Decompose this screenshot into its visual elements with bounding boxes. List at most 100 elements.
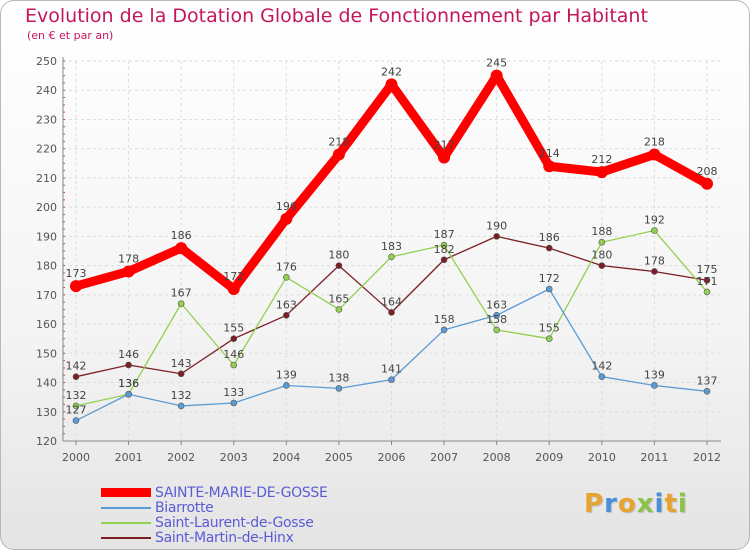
x-tick-label: 2002: [167, 451, 195, 464]
legend-label: Biarrotte: [155, 499, 214, 516]
data-label-2: 188: [591, 225, 612, 238]
data-label-1: 139: [276, 368, 297, 381]
data-label-2: 183: [381, 240, 402, 253]
data-label-3: 182: [434, 243, 455, 256]
y-tick-label: 120: [36, 435, 57, 448]
x-tick-label: 2004: [272, 451, 300, 464]
data-point-2: [651, 227, 658, 234]
data-point-3: [651, 268, 658, 275]
y-tick-label: 210: [36, 172, 57, 185]
legend-label: Saint-Laurent-de-Gosse: [155, 514, 314, 531]
data-point-3: [388, 309, 395, 316]
x-tick-label: 2003: [220, 451, 248, 464]
data-label-1: 139: [644, 368, 665, 381]
data-point-0: [648, 148, 661, 161]
y-tick-label: 170: [36, 289, 57, 302]
logo-letter: P: [584, 489, 605, 519]
data-label-1: 133: [223, 386, 244, 399]
data-point-0: [385, 78, 398, 91]
legend-swatch: [101, 506, 151, 509]
data-label-3: 186: [539, 231, 560, 244]
data-point-1: [598, 373, 606, 380]
data-point-2: [177, 300, 185, 307]
data-point-3: [283, 312, 290, 319]
legend-swatch: [101, 488, 151, 497]
data-point-3: [440, 256, 448, 264]
data-point-2: [493, 326, 500, 334]
data-label-2: 146: [223, 348, 244, 361]
data-label-1: 127: [66, 404, 87, 417]
data-label-1: 142: [591, 360, 612, 373]
legend-item: Saint-Laurent-de-Gosse: [101, 514, 328, 531]
y-tick-label: 200: [36, 201, 57, 214]
data-point-1: [283, 382, 290, 389]
data-point-3: [72, 373, 80, 380]
legend-swatch: [101, 521, 151, 524]
data-point-3: [545, 244, 553, 252]
data-point-2: [440, 241, 448, 249]
y-tick-label: 140: [36, 377, 57, 390]
y-tick-label: 230: [36, 113, 57, 126]
data-point-0: [543, 160, 556, 173]
data-point-0: [70, 280, 82, 293]
y-tick-label: 180: [36, 260, 57, 273]
data-label-1: 137: [697, 374, 718, 387]
y-tick-label: 130: [36, 406, 57, 419]
x-tick-label: 2005: [325, 451, 353, 464]
x-tick-label: 2009: [535, 451, 563, 464]
legend-item: Saint-Martin-de-Hinx: [101, 530, 328, 546]
data-label-1: 172: [539, 272, 560, 285]
x-tick-label: 2011: [640, 451, 668, 464]
x-tick-label: 2006: [378, 451, 406, 464]
data-label-1: 163: [486, 298, 507, 311]
data-label-3: 164: [381, 295, 402, 308]
data-label-2: 165: [328, 292, 349, 305]
data-point-3: [493, 233, 500, 240]
data-label-0: 217: [434, 138, 455, 151]
data-label-3: 178: [644, 254, 665, 267]
data-point-1: [493, 312, 500, 319]
x-tick-label: 2007: [430, 451, 458, 464]
x-tick-label: 2012: [693, 451, 721, 464]
data-label-2: 136: [118, 377, 139, 390]
data-label-1: 141: [381, 363, 402, 376]
logo-letter: o: [617, 489, 637, 519]
data-point-1: [703, 388, 711, 395]
data-point-0: [332, 148, 345, 161]
logo-letter: r: [604, 489, 618, 519]
data-point-1: [230, 399, 238, 407]
data-label-3: 180: [591, 249, 612, 262]
logo-letter: t: [664, 489, 678, 519]
data-point-1: [72, 417, 80, 424]
data-point-3: [335, 262, 343, 269]
data-point-0: [701, 177, 713, 190]
logo-letter: i: [677, 489, 688, 519]
data-point-3: [703, 276, 711, 284]
data-label-3: 190: [486, 219, 507, 232]
data-label-1: 136: [118, 377, 139, 390]
x-tick-label: 2001: [115, 451, 143, 464]
data-label-0: 178: [118, 252, 139, 265]
x-tick-label: 2008: [483, 451, 511, 464]
data-point-3: [125, 361, 132, 369]
data-point-2: [283, 274, 290, 281]
data-point-1: [125, 390, 132, 398]
data-label-0: 245: [486, 57, 507, 70]
data-label-0: 218: [644, 136, 665, 149]
x-tick-label: 2010: [588, 451, 616, 464]
data-label-3: 146: [118, 348, 139, 361]
data-label-1: 132: [171, 389, 192, 402]
data-point-0: [490, 69, 503, 82]
data-point-2: [72, 402, 80, 410]
data-point-1: [440, 326, 448, 334]
data-label-0: 208: [697, 165, 718, 178]
data-point-3: [230, 335, 238, 342]
data-point-1: [177, 402, 185, 410]
data-label-0: 196: [276, 200, 297, 213]
data-point-0: [122, 265, 135, 278]
data-label-0: 214: [539, 147, 560, 160]
data-point-0: [175, 242, 188, 255]
legend-swatch: [101, 536, 151, 539]
data-point-3: [177, 370, 185, 378]
